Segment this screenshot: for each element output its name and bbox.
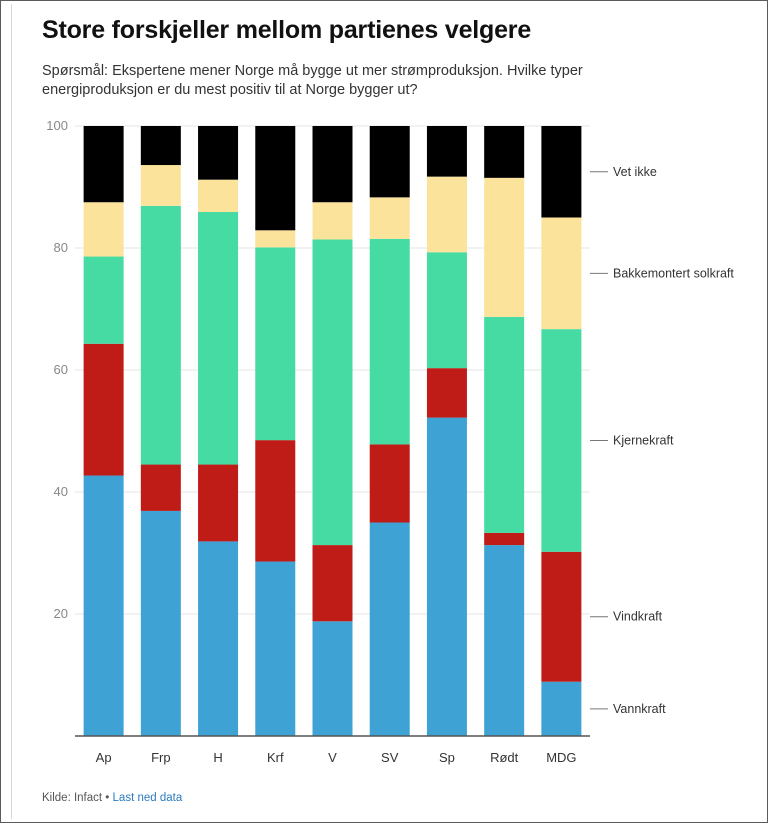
bar-Frp-Kjernekraft [141, 206, 181, 465]
bar-MDG-Vindkraft [541, 552, 581, 682]
bar-Rødt-Vindkraft [484, 533, 524, 545]
bar-H-Kjernekraft [198, 212, 238, 465]
bar-SV-Vannkraft [370, 523, 410, 737]
bar-Sp-Vindkraft [427, 368, 467, 417]
x-tick-label-MDG: MDG [546, 750, 576, 765]
x-tick-label-Krf: Krf [267, 750, 284, 765]
bar-MDG-Vannkraft [541, 682, 581, 736]
source-label: Kilde: Infact [42, 792, 102, 804]
bar-Rødt-Vet ikke [484, 126, 524, 178]
bar-SV-Vindkraft [370, 444, 410, 522]
x-tick-label-H: H [213, 750, 222, 765]
bar-V-Vannkraft [313, 621, 353, 736]
y-tick-label-60: 60 [54, 362, 68, 377]
bar-Ap-Vindkraft [84, 344, 124, 476]
bar-Ap-Vannkraft [84, 476, 124, 736]
bar-Sp-Kjernekraft [427, 252, 467, 368]
bar-H-Vannkraft [198, 541, 238, 736]
bar-Ap-Vet ikke [84, 126, 124, 202]
series-label-Kjernekraft: Kjernekraft [613, 433, 674, 447]
bar-SV-Kjernekraft [370, 239, 410, 445]
bar-Frp-Vet ikke [141, 126, 181, 165]
bar-Krf-Vindkraft [255, 440, 295, 561]
bar-SV-Bakkemontert solkraft [370, 197, 410, 238]
bar-V-Vet ikke [313, 126, 353, 202]
bar-SV-Vet ikke [370, 126, 410, 197]
source-separator: • [105, 792, 109, 804]
stacked-bar-chart: 20 40 60 80 100 Ap Frp H Krf V SV Sp Rødt MDG Vannkraf… [0, 0, 768, 790]
y-tick-label-80: 80 [54, 240, 68, 255]
series-label-Vindkraft: Vindkraft [613, 610, 663, 624]
bar-Sp-Vet ikke [427, 126, 467, 177]
bar-H-Vindkraft [198, 465, 238, 542]
source-line: Kilde: Infact • Last ned data [42, 792, 182, 804]
download-data-link[interactable]: Last ned data [113, 792, 183, 804]
bar-H-Vet ikke [198, 126, 238, 180]
bar-MDG-Kjernekraft [541, 329, 581, 552]
x-tick-label-SV: SV [381, 750, 399, 765]
bar-Sp-Vannkraft [427, 418, 467, 736]
bar-H-Bakkemontert solkraft [198, 180, 238, 212]
x-tick-label-Sp: Sp [439, 750, 455, 765]
bar-Krf-Kjernekraft [255, 247, 295, 440]
series-label-Bakkemontert solkraft: Bakkemontert solkraft [613, 266, 734, 280]
bar-Frp-Vannkraft [141, 511, 181, 736]
bar-V-Vindkraft [313, 545, 353, 621]
bar-MDG-Vet ikke [541, 126, 581, 218]
series-label-Vet ikke: Vet ikke [613, 165, 657, 179]
bar-Ap-Kjernekraft [84, 257, 124, 344]
bar-Krf-Vannkraft [255, 562, 295, 736]
bar-Ap-Bakkemontert solkraft [84, 202, 124, 256]
bar-Sp-Bakkemontert solkraft [427, 177, 467, 253]
x-tick-label-Rødt: Rødt [490, 750, 519, 765]
y-tick-label-100: 100 [46, 118, 68, 133]
bar-Rødt-Bakkemontert solkraft [484, 178, 524, 317]
bar-Frp-Vindkraft [141, 465, 181, 511]
bar-Krf-Vet ikke [255, 126, 295, 230]
x-tick-label-V: V [328, 750, 337, 765]
y-tick-label-20: 20 [54, 606, 68, 621]
bar-V-Bakkemontert solkraft [313, 202, 353, 239]
bar-Rødt-Vannkraft [484, 545, 524, 736]
bar-MDG-Bakkemontert solkraft [541, 218, 581, 330]
bar-Krf-Bakkemontert solkraft [255, 230, 295, 247]
y-tick-label-40: 40 [54, 484, 68, 499]
bar-Rødt-Kjernekraft [484, 317, 524, 533]
series-label-Vannkraft: Vannkraft [613, 702, 666, 716]
bar-V-Kjernekraft [313, 239, 353, 545]
x-tick-label-Ap: Ap [96, 750, 112, 765]
bar-Frp-Bakkemontert solkraft [141, 165, 181, 206]
x-tick-label-Frp: Frp [151, 750, 171, 765]
